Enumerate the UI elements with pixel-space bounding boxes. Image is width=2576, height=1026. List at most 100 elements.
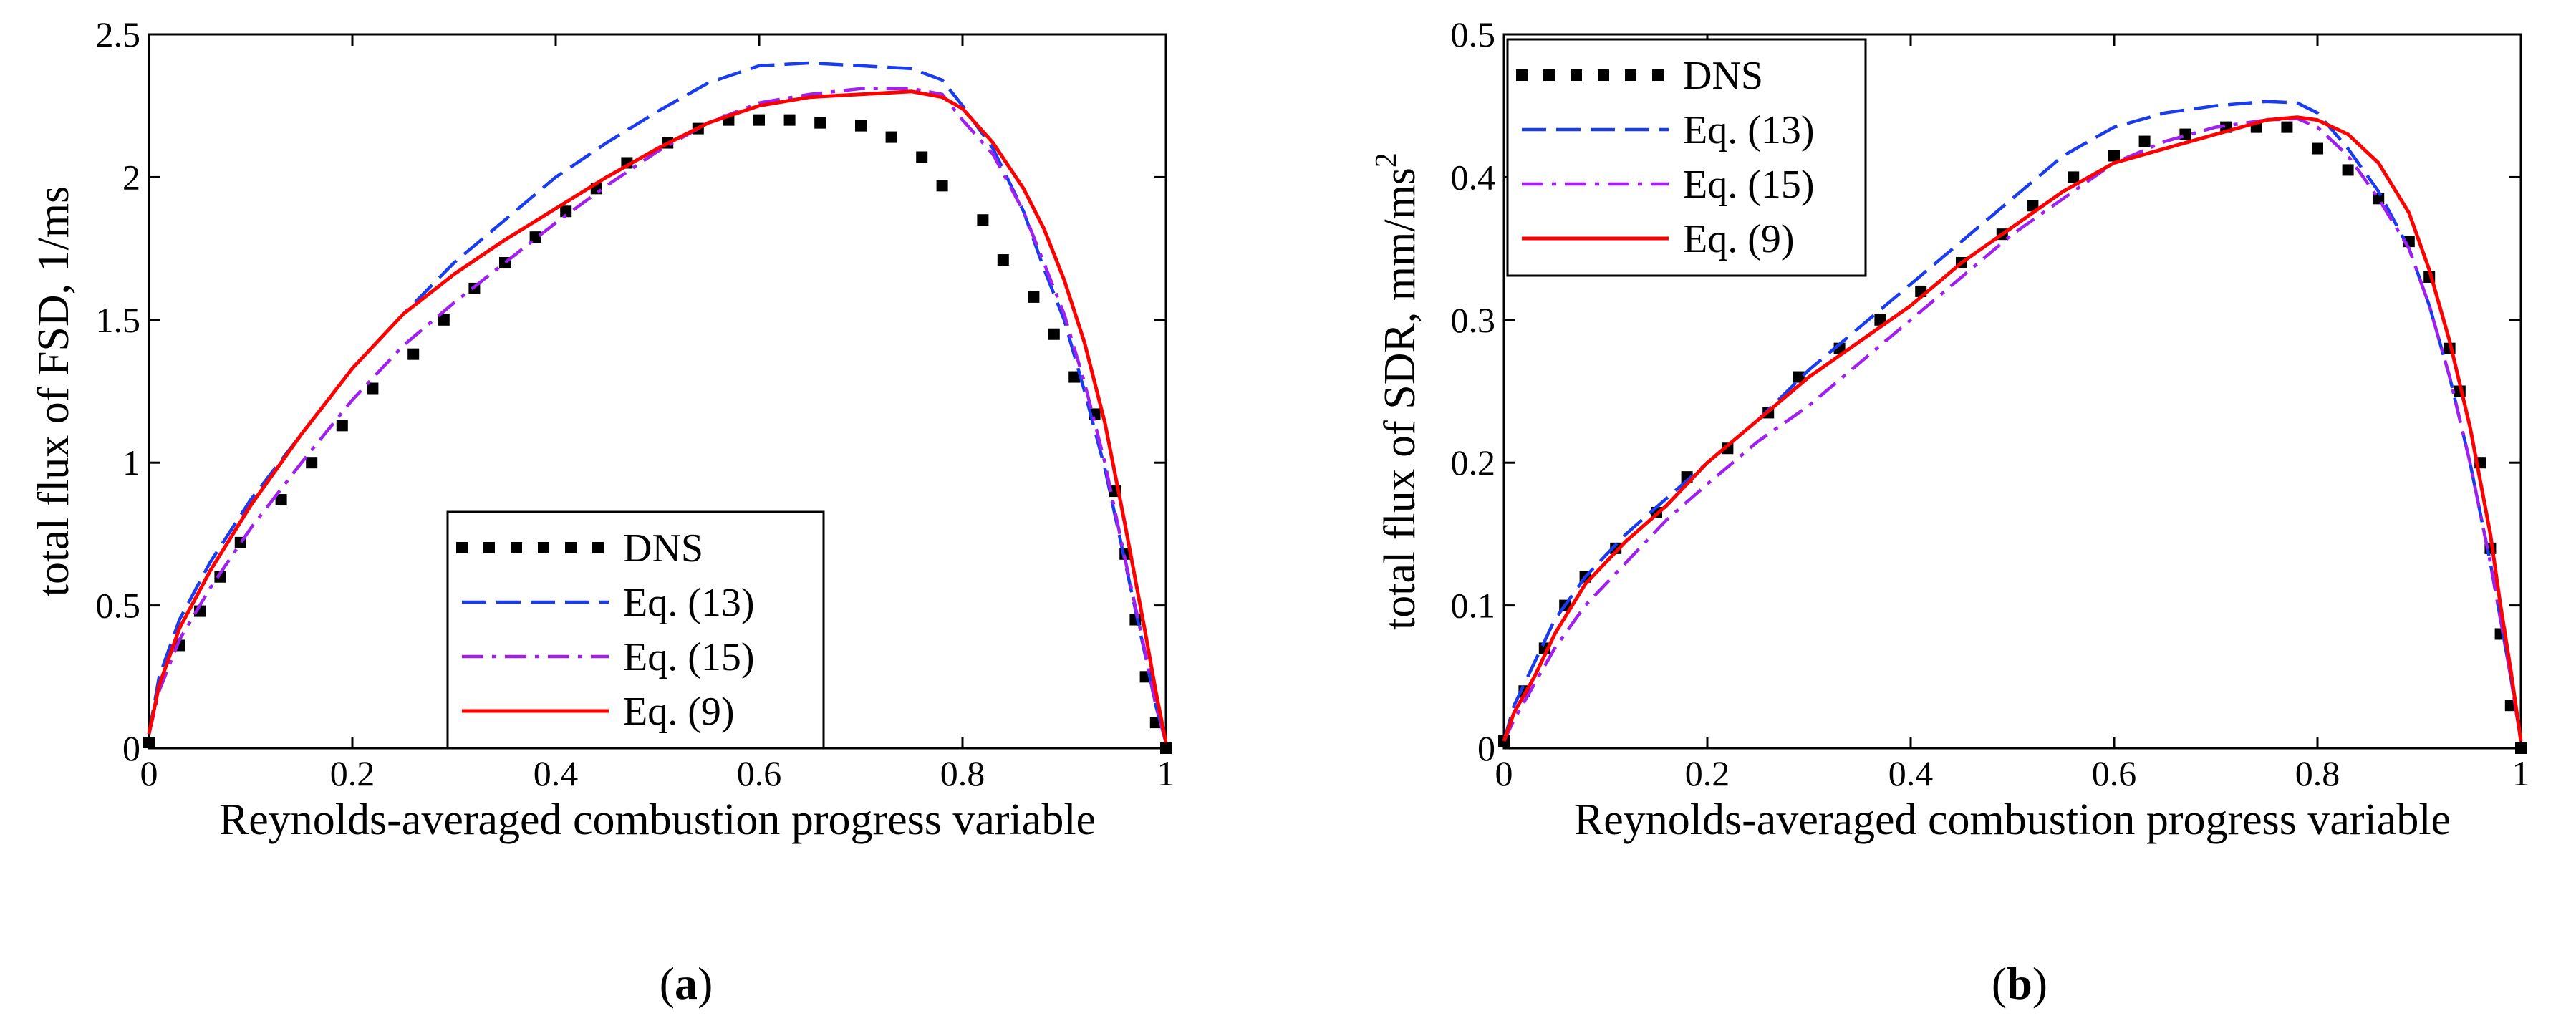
y-tick-label: 0.5 xyxy=(1451,14,1496,54)
panel-label: (a) xyxy=(660,958,713,1009)
legend-marker-dns xyxy=(565,542,577,553)
dns-data-point xyxy=(275,494,287,506)
legend-marker-dns xyxy=(592,542,604,553)
legend-entry-label: Eq. (15) xyxy=(623,635,755,679)
series-line xyxy=(147,87,1168,743)
dns-data-point xyxy=(214,571,226,583)
legend-marker-dns xyxy=(1598,69,1609,81)
dns-data-point xyxy=(306,457,318,469)
y-tick-label: 0 xyxy=(1477,728,1495,768)
panel-label-open-paren: ( xyxy=(660,958,675,1009)
panel-label: (b) xyxy=(1992,958,2047,1009)
y-tick-label: 2.5 xyxy=(96,14,141,54)
dns-data-point xyxy=(1874,314,1886,326)
y-tick-label: 1 xyxy=(122,442,140,483)
dns-data-point xyxy=(783,114,796,126)
y-tick-label: 0.4 xyxy=(1451,157,1496,197)
dns-data-point xyxy=(336,420,348,432)
dns-data-point xyxy=(2027,200,2039,212)
dns-data-point xyxy=(1028,291,1040,303)
legend: DNS Eq. (13) Eq. (15) Eq. (9) xyxy=(1506,38,1867,277)
legend-entry-label: Eq. (13) xyxy=(623,581,755,625)
x-tick-label: 1 xyxy=(1157,753,1175,793)
x-tick-label: 0.2 xyxy=(330,753,375,793)
dns-data-point xyxy=(936,180,948,192)
dns-data-point xyxy=(2138,135,2151,147)
dns-data-point xyxy=(2515,742,2527,754)
y-tick-label: 1.5 xyxy=(96,300,141,340)
dns-data-point xyxy=(2068,171,2080,183)
y-tick-label: 0.2 xyxy=(1451,442,1496,483)
legend-marker-dns xyxy=(538,542,549,553)
legend-entry-label: Eq. (9) xyxy=(623,689,735,734)
dns-data-point xyxy=(814,117,826,129)
legend-marker-dns xyxy=(1543,69,1555,81)
panel-label-letter: b xyxy=(2007,958,2032,1009)
dns-data-point xyxy=(407,348,420,360)
plot-frame xyxy=(1502,33,2522,750)
legend-entry-label: DNS xyxy=(1683,54,1763,98)
legend-marker-dns xyxy=(1652,69,1664,81)
legend-marker-dns xyxy=(1571,69,1582,81)
dns-data-point xyxy=(885,131,897,143)
y-tick-label: 0 xyxy=(122,728,140,768)
y-axis-label: total flux of SDR, mm/ms2 xyxy=(1370,153,1424,630)
dns-data-point xyxy=(916,151,928,163)
dns-data-point xyxy=(2281,121,2293,133)
y-axis-label-text: total flux of SDR, mm/ms xyxy=(1376,168,1424,630)
dns-data-point xyxy=(2373,193,2385,205)
y-axis-label-superscript: 2 xyxy=(1370,153,1403,168)
y-tick-label: 0.3 xyxy=(1451,300,1496,340)
x-tick-label: 0.2 xyxy=(1685,753,1730,793)
legend-box xyxy=(1506,38,1867,277)
legend-marker-dns xyxy=(1625,69,1636,81)
legend-marker-dns xyxy=(483,542,495,553)
panel-label-close-paren: ) xyxy=(698,958,713,1009)
x-axis-label: Reynolds-averaged combustion progress va… xyxy=(219,795,1096,844)
y-axis-label-text: total flux of FSD, 1/ms xyxy=(29,186,78,597)
panel-label-close-paren: ) xyxy=(2032,958,2047,1009)
x-tick-label: 0.8 xyxy=(940,753,985,793)
dns-data-point xyxy=(997,254,1009,266)
legend-marker-dns xyxy=(456,542,468,553)
panel-label-open-paren: ( xyxy=(1992,958,2007,1009)
legend: DNS Eq. (13) Eq. (15) Eq. (9) xyxy=(446,510,825,750)
legend-entry-label: DNS xyxy=(623,526,703,571)
x-tick-label: 0 xyxy=(1495,753,1513,793)
x-tick-label: 0.4 xyxy=(534,753,579,793)
dns-data-point xyxy=(529,231,541,243)
legend-entry-label: Eq. (9) xyxy=(1683,217,1795,261)
panel-label-letter: a xyxy=(675,958,698,1009)
dns-data-point xyxy=(143,737,155,749)
legend-entry-label: Eq. (13) xyxy=(1683,108,1815,153)
y-tick-label: 0.5 xyxy=(96,586,141,626)
legend-marker-dns xyxy=(1516,69,1528,81)
chart-panel-a: 0 0.2 0.4 0.6 0.8 1 0 0.5 1 1.5 2 2.5 Reynolds-avera… xyxy=(29,14,1175,844)
series-eq-9 xyxy=(147,89,1168,743)
x-axis-label: Reynolds-averaged combustion progress va… xyxy=(1574,795,2451,844)
legend-entry-label: Eq. (15) xyxy=(1683,163,1815,207)
x-tick-label: 1 xyxy=(2512,753,2530,793)
y-axis-label: total flux of FSD, 1/ms xyxy=(29,186,78,597)
dns-data-point xyxy=(1068,371,1081,383)
y-tick-label: 2 xyxy=(122,157,140,197)
x-tick-label: 0 xyxy=(140,753,158,793)
x-tick-label: 0.4 xyxy=(1888,753,1934,793)
dns-data-point xyxy=(1722,442,1734,455)
dns-data-point xyxy=(2342,164,2354,176)
dns-data-point xyxy=(367,382,379,395)
x-tick-label: 0.6 xyxy=(2092,753,2137,793)
legend-box xyxy=(446,510,825,750)
series-eq-15 xyxy=(147,87,1168,743)
dns-data-point xyxy=(855,120,867,132)
x-tick-label: 0.8 xyxy=(2295,753,2340,793)
dns-data-point xyxy=(1048,328,1060,340)
dns-data-point xyxy=(438,314,450,326)
series-line xyxy=(1502,115,2523,742)
legend-marker-dns xyxy=(511,542,522,553)
y-tick-label: 0.1 xyxy=(1451,586,1496,626)
dns-data-point xyxy=(2312,142,2323,155)
dns-data-point xyxy=(1160,742,1172,754)
dns-data-point xyxy=(977,214,989,226)
